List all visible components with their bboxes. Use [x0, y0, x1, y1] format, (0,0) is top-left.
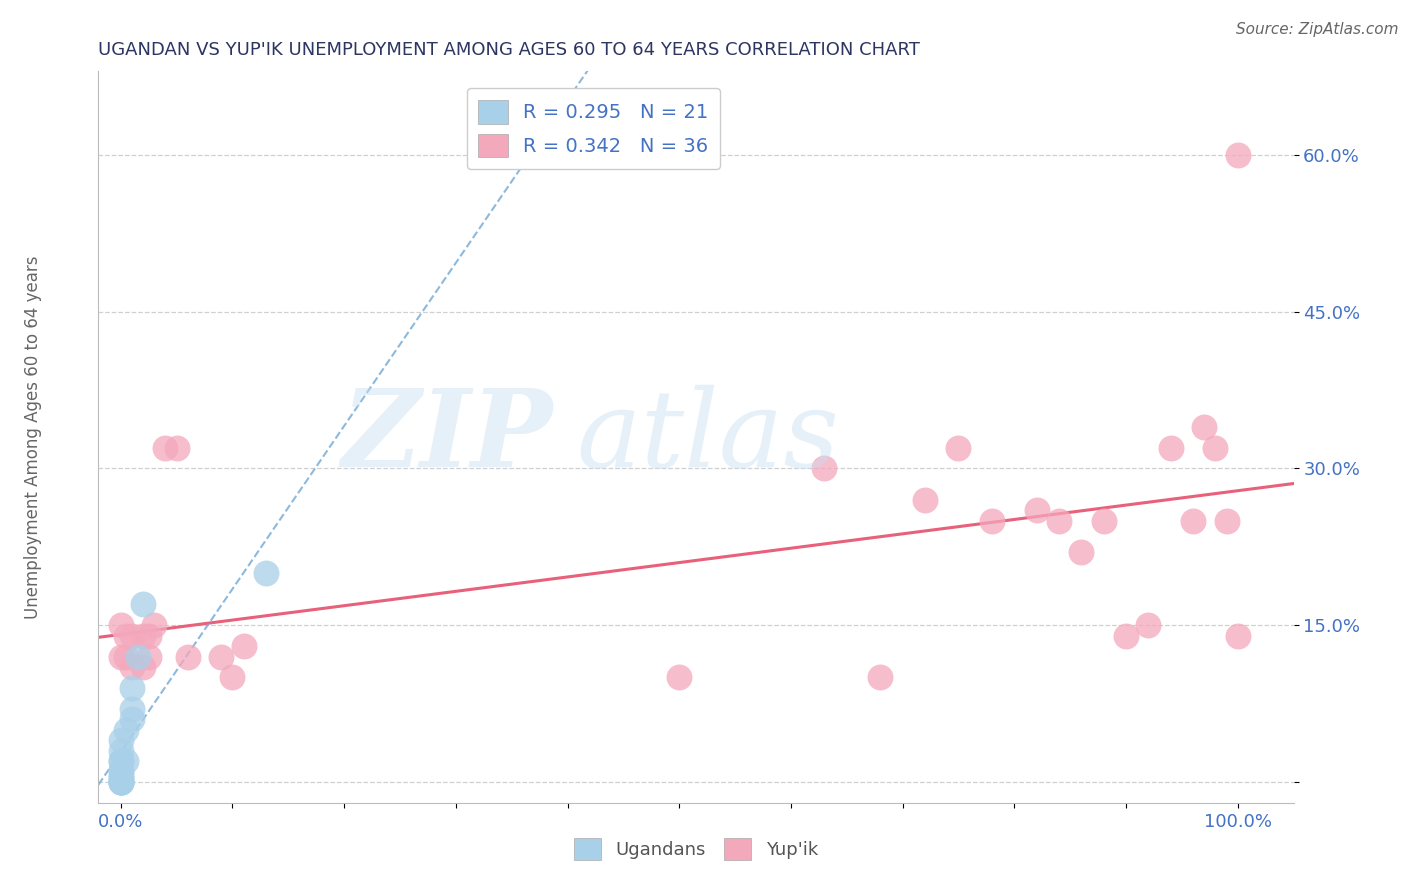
- Point: [110, 649, 132, 664]
- Point: [914, 492, 936, 507]
- Point: [813, 461, 835, 475]
- Point: [110, 754, 132, 768]
- Point: [209, 649, 232, 664]
- Point: [110, 775, 132, 789]
- Text: atlas: atlas: [576, 384, 839, 490]
- Text: Unemployment Among Ages 60 to 64 years: Unemployment Among Ages 60 to 64 years: [24, 255, 42, 619]
- Point: [110, 754, 132, 768]
- Point: [1226, 148, 1249, 162]
- Text: UGANDAN VS YUP'IK UNEMPLOYMENT AMONG AGES 60 TO 64 YEARS CORRELATION CHART: UGANDAN VS YUP'IK UNEMPLOYMENT AMONG AGE…: [98, 41, 921, 59]
- Point: [121, 629, 143, 643]
- Point: [110, 743, 132, 757]
- Point: [138, 649, 160, 664]
- Point: [1192, 419, 1215, 434]
- Legend: Ugandans, Yup'ik: Ugandans, Yup'ik: [567, 830, 825, 867]
- Point: [110, 775, 132, 789]
- Point: [132, 597, 155, 611]
- Point: [110, 770, 132, 784]
- Point: [110, 775, 132, 789]
- Point: [221, 670, 243, 684]
- Point: [121, 702, 143, 716]
- Point: [110, 618, 132, 632]
- Point: [1092, 514, 1115, 528]
- Point: [110, 733, 132, 747]
- Point: [110, 775, 132, 789]
- Point: [155, 441, 177, 455]
- Point: [143, 618, 166, 632]
- Point: [110, 764, 132, 779]
- Point: [1025, 503, 1047, 517]
- Point: [254, 566, 277, 580]
- Point: [121, 660, 143, 674]
- Point: [177, 649, 200, 664]
- Point: [869, 670, 891, 684]
- Point: [166, 441, 188, 455]
- Point: [1182, 514, 1205, 528]
- Point: [1137, 618, 1160, 632]
- Point: [948, 441, 970, 455]
- Point: [232, 639, 254, 653]
- Point: [110, 770, 132, 784]
- Point: [132, 660, 155, 674]
- Point: [121, 712, 143, 726]
- Point: [110, 775, 132, 789]
- Point: [1204, 441, 1226, 455]
- Point: [1115, 629, 1137, 643]
- Point: [121, 681, 143, 695]
- Point: [138, 629, 160, 643]
- Point: [1215, 514, 1237, 528]
- Point: [132, 629, 155, 643]
- Point: [115, 649, 138, 664]
- Text: Source: ZipAtlas.com: Source: ZipAtlas.com: [1236, 22, 1399, 37]
- Text: ZIP: ZIP: [342, 384, 553, 490]
- Point: [127, 649, 149, 664]
- Point: [981, 514, 1004, 528]
- Point: [1070, 545, 1092, 559]
- Point: [115, 723, 138, 737]
- Point: [115, 629, 138, 643]
- Point: [668, 670, 690, 684]
- Point: [1160, 441, 1182, 455]
- Point: [110, 764, 132, 779]
- Point: [1047, 514, 1070, 528]
- Point: [1226, 629, 1249, 643]
- Point: [115, 754, 138, 768]
